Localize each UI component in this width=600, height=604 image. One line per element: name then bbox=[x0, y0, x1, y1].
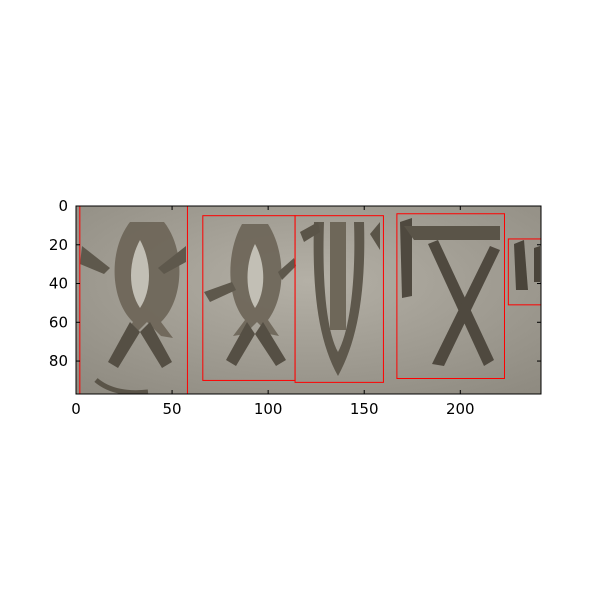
y-tick-label: 0 bbox=[58, 197, 68, 215]
bounding-box-4 bbox=[396, 213, 505, 379]
y-tick-label: 60 bbox=[49, 313, 68, 331]
x-axis-ticks: 0 50 100 150 200 bbox=[71, 206, 475, 418]
x-tick-label: 0 bbox=[71, 400, 81, 418]
glyph-3-carving bbox=[300, 222, 380, 376]
bounding-box-3 bbox=[294, 215, 384, 383]
glyph-5-carving bbox=[514, 240, 540, 290]
x-tick-label: 200 bbox=[446, 400, 475, 418]
y-tick-label: 20 bbox=[49, 236, 68, 254]
x-tick-label: 50 bbox=[163, 400, 182, 418]
y-tick-label: 40 bbox=[49, 275, 68, 293]
stone-relief-image bbox=[76, 206, 541, 394]
y-tick-label: 80 bbox=[49, 352, 68, 370]
y-axis-ticks: 0 20 40 60 80 bbox=[49, 197, 541, 370]
axes-frame bbox=[75, 205, 542, 395]
glyph-1-carving bbox=[80, 222, 186, 394]
x-tick-label: 100 bbox=[254, 400, 283, 418]
glyph-4-carving bbox=[400, 218, 500, 366]
x-tick-label: 150 bbox=[350, 400, 379, 418]
glyph-2-carving bbox=[204, 224, 296, 366]
